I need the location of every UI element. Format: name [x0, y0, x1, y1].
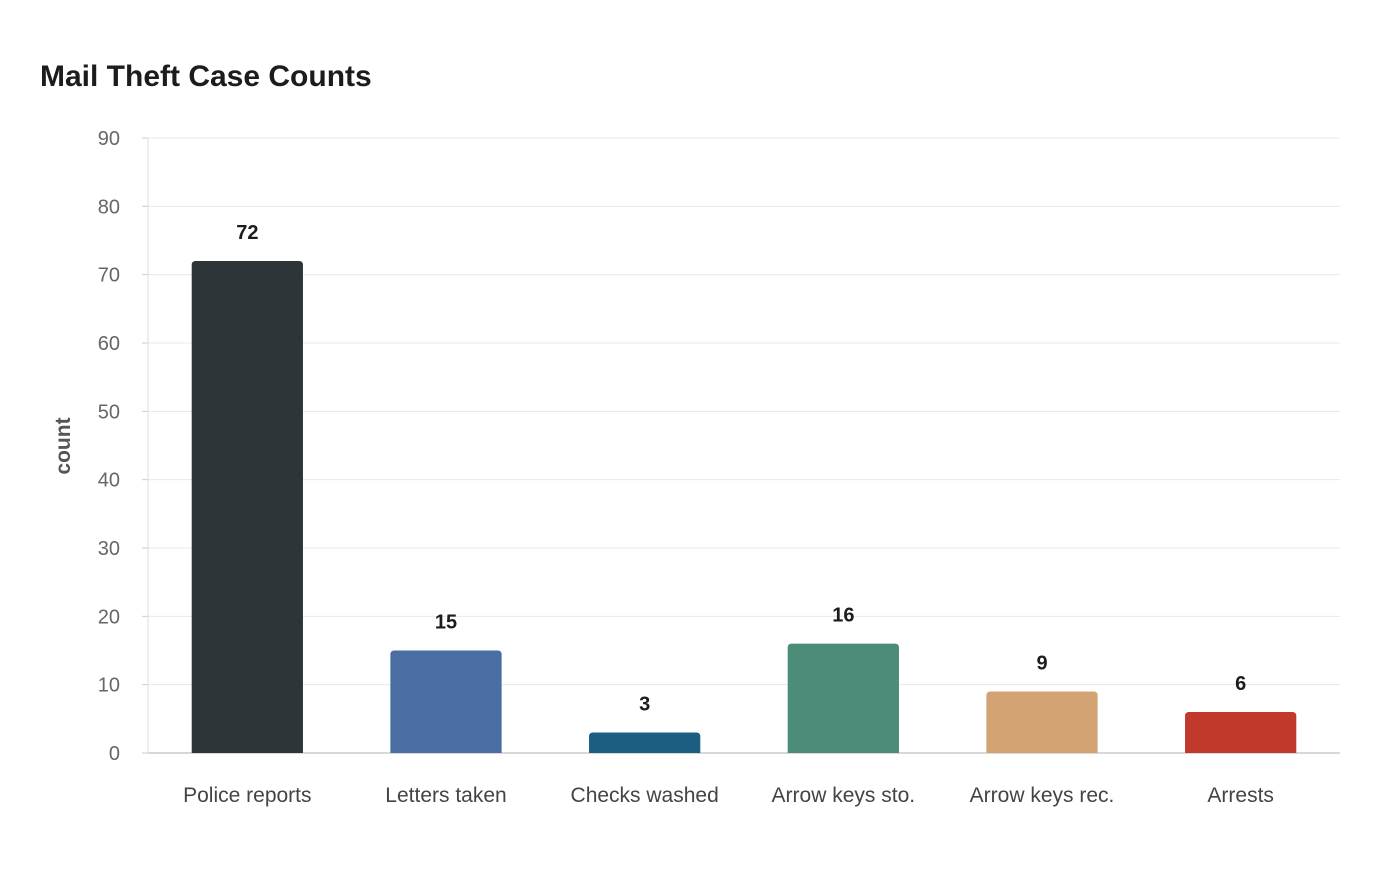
y-tick-label: 0: [109, 743, 120, 765]
x-tick-label: Police reports: [183, 784, 311, 807]
data-label: 15: [435, 612, 457, 634]
chart-title: Mail Theft Case Counts: [40, 60, 372, 93]
labels: 72 Police reports 15 Letters taken 3 Checks w…: [183, 222, 1274, 807]
bar-police-reports: [191, 261, 303, 753]
x-tick-label: Arrests: [1207, 784, 1274, 807]
y-tick-label: 80: [98, 196, 120, 218]
data-label: 16: [832, 605, 854, 627]
y-tick-label: 10: [98, 675, 120, 697]
y-tick-label: 60: [98, 333, 120, 355]
data-label: 72: [236, 222, 258, 244]
y-tick-label: 90: [98, 128, 120, 150]
bar-letters-taken: [390, 650, 502, 753]
y-axis-title: count: [52, 417, 75, 474]
y-tick-label: 70: [98, 265, 120, 287]
bar-arrow-keys-sto: [787, 643, 899, 753]
bar-checks-washed: [589, 732, 701, 753]
bar-arrests: [1185, 712, 1297, 753]
x-tick-label: Letters taken: [385, 784, 506, 807]
data-label: 6: [1235, 673, 1246, 695]
axes: 0 10 20 30 40 50 60 70 80 90: [98, 128, 1340, 765]
y-tick-label: 30: [98, 538, 120, 560]
bar-arrow-keys-rec: [986, 691, 1098, 753]
bars: [191, 261, 1297, 753]
y-tick-label: 20: [98, 606, 120, 628]
y-tick-label: 50: [98, 401, 120, 423]
x-tick-label: Arrow keys sto.: [772, 784, 916, 807]
gridlines: [148, 137, 1340, 686]
y-tick-label: 40: [98, 470, 120, 492]
x-tick-label: Checks washed: [571, 784, 719, 807]
data-label: 3: [639, 694, 650, 716]
x-tick-label: Arrow keys rec.: [970, 784, 1115, 807]
data-label: 9: [1036, 653, 1047, 675]
